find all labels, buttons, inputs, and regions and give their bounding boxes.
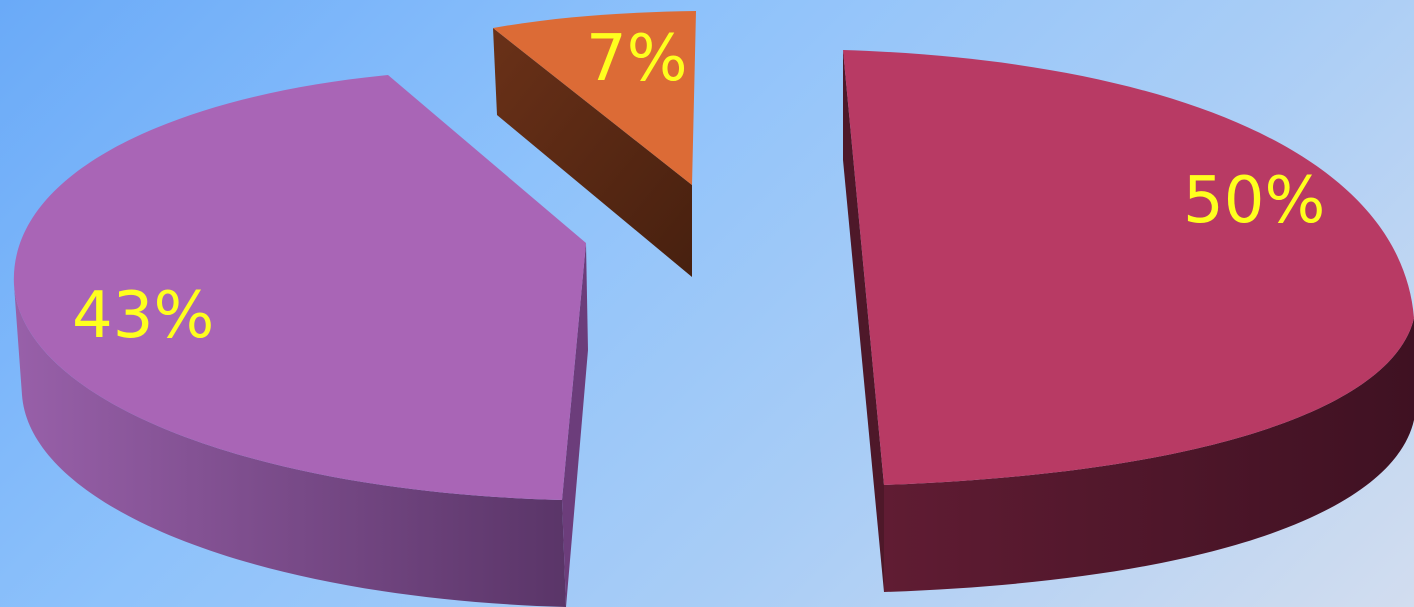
pie-slice-50: 50% [843,50,1414,592]
pie-slice-43-top [13,75,586,500]
pie-slice-7-side [493,28,692,277]
pie-label-50: 50% [1183,164,1325,238]
pie-label-7: 7% [586,22,688,96]
pie-slice-7: 7% [493,11,696,277]
pie-slice-50-cut-face [843,50,884,592]
pie-slice-50-top [843,50,1414,485]
pie-slice-43-cut-face [562,243,588,607]
pie-slice-50-side [884,318,1414,592]
pie-slice-7-top [493,11,696,185]
pie-slice-43-side [14,285,566,607]
pie-label-43: 43% [72,279,214,353]
pie-slice-43: 43% [13,75,588,607]
